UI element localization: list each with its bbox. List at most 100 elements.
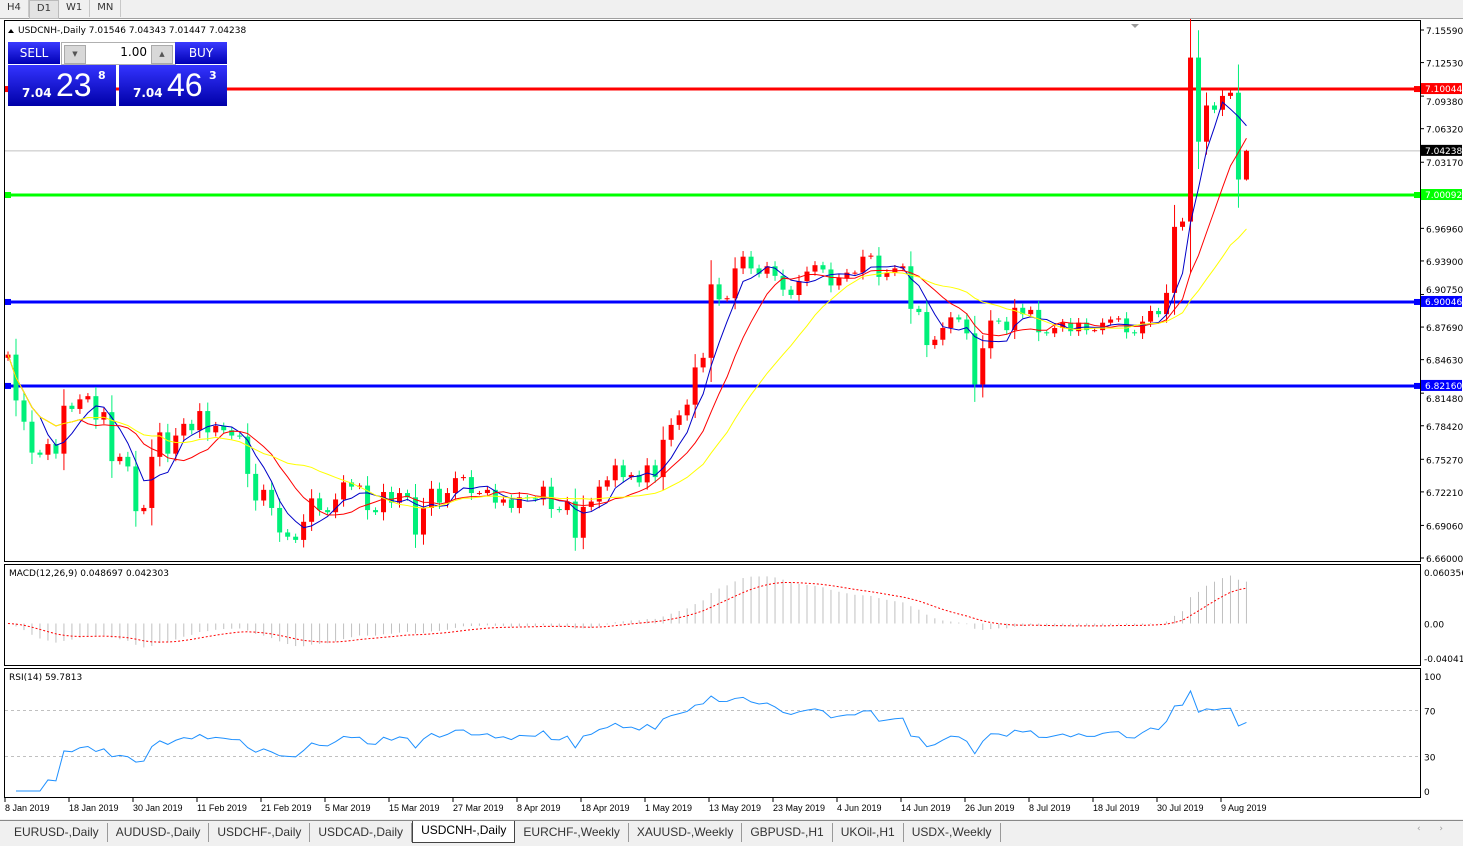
candle-bullish[interactable] [1148,310,1154,322]
candle-bullish[interactable] [660,439,666,478]
candle-bullish[interactable] [1204,105,1209,142]
candle-bearish[interactable] [972,333,978,385]
candle-bearish[interactable] [37,452,43,455]
timeframe-w1[interactable]: W1 [59,0,91,17]
candle-bullish[interactable] [580,506,586,538]
candle-bearish[interactable] [916,308,922,313]
line-handle-left[interactable] [5,382,11,389]
candle-bullish[interactable] [1108,319,1114,323]
candle-bullish[interactable] [341,482,347,500]
candle-bearish[interactable] [405,493,410,498]
candle-bullish[interactable] [484,489,490,494]
candle-bearish[interactable] [29,421,35,453]
candle-bearish[interactable] [205,411,211,433]
timeframe-mn[interactable]: MN [90,0,122,17]
candle-bearish[interactable] [21,400,27,422]
candle-bullish[interactable] [764,266,770,274]
line-handle-left[interactable] [5,192,11,199]
candle-bullish[interactable] [173,435,179,454]
candle-bearish[interactable] [508,499,514,508]
candle-bearish[interactable] [325,510,331,513]
candle-bullish[interactable] [45,444,51,455]
candle-bearish[interactable] [436,488,442,503]
candle-bullish[interactable] [932,339,938,346]
candle-bullish[interactable] [1227,92,1233,96]
candle-bullish[interactable] [261,489,267,501]
candle-bullish[interactable] [588,501,594,507]
candle-bearish[interactable] [636,474,642,483]
candle-bullish[interactable] [980,348,986,385]
symbol-tab[interactable]: XAUUSD-,Weekly [629,823,743,842]
candle-bullish[interactable] [796,281,802,296]
candle-bearish[interactable] [125,456,131,467]
candle-bearish[interactable] [780,275,786,290]
candle-bearish[interactable] [349,482,355,487]
candle-bullish[interactable] [676,415,682,425]
line-handle-right[interactable] [1414,192,1420,199]
candle-bearish[interactable] [69,405,75,409]
candle-bullish[interactable] [309,498,315,522]
candle-bearish[interactable] [285,532,291,537]
candle-bullish[interactable] [804,271,810,282]
candle-bearish[interactable] [293,536,299,540]
candle-bullish[interactable] [540,486,546,500]
candle-bullish[interactable] [628,474,634,478]
lot-size-input[interactable]: 1.00 [120,45,147,59]
candle-bearish[interactable] [189,423,195,431]
candle-bearish[interactable] [1156,310,1162,315]
candle-bearish[interactable] [373,510,379,513]
buy-price[interactable]: 7.04 46 3 [119,65,227,106]
candle-bullish[interactable] [940,328,946,340]
candle-bullish[interactable] [596,486,602,502]
candle-bearish[interactable] [908,266,914,309]
candle-bearish[interactable] [53,444,59,454]
candle-bullish[interactable] [444,493,450,503]
decrease-lots-icon[interactable]: ▼ [64,45,86,64]
candle-bearish[interactable] [532,498,538,500]
candle-bullish[interactable] [564,501,570,511]
candle-bullish[interactable] [117,456,123,462]
candle-bearish[interactable] [1044,332,1050,334]
candle-bearish[interactable] [109,412,115,462]
candle-bearish[interactable] [556,509,562,511]
candle-bullish[interactable] [708,284,714,358]
line-handle-right[interactable] [1414,382,1420,389]
candle-bearish[interactable] [1211,105,1217,110]
candle-bullish[interactable] [724,298,730,300]
chart-shift-marker-icon[interactable] [1131,24,1139,28]
candle-bullish[interactable] [197,411,203,431]
candle-bearish[interactable] [229,430,235,436]
candle-bearish[interactable] [756,268,762,274]
candle-bearish[interactable] [277,507,283,533]
candle-bullish[interactable] [149,456,155,508]
candle-bearish[interactable] [748,256,754,269]
collapse-triangle-icon[interactable] [8,29,14,33]
candle-bullish[interactable] [612,465,618,481]
symbol-tab[interactable]: GBPUSD-,H1 [742,823,833,842]
chart-window[interactable]: 7.15590 7.12530 7.09380 7.06320 7.03170 6.969… [0,19,1463,819]
candle-bullish[interactable] [948,317,954,329]
candle-bullish[interactable] [1116,318,1122,320]
candle-bearish[interactable] [269,489,275,508]
candle-bearish[interactable] [237,435,243,437]
candle-bearish[interactable] [820,265,826,270]
candle-bullish[interactable] [1164,292,1170,315]
candle-bullish[interactable] [5,354,11,358]
candle-bullish[interactable] [301,521,307,540]
candle-bearish[interactable] [165,432,171,454]
candle-bearish[interactable] [876,255,882,277]
candle-bearish[interactable] [1196,57,1202,142]
candle-bullish[interactable] [900,266,906,269]
symbol-tab[interactable]: USDCNH-,Daily [412,821,516,843]
candle-bearish[interactable] [468,477,474,494]
candle-bearish[interactable] [620,465,626,478]
increase-lots-icon[interactable]: ▲ [151,45,173,64]
lot-size-stepper[interactable]: ▼ 1.00 ▲ [61,42,176,65]
candle-bullish[interactable] [1092,330,1098,332]
symbol-tab[interactable]: EURCHF-,Weekly [515,823,629,842]
symbol-tab[interactable]: AUDUSD-,Daily [108,823,210,842]
candle-bullish[interactable] [1180,221,1186,227]
candle-bearish[interactable] [133,466,139,512]
candle-bullish[interactable] [684,404,690,416]
candle-bullish[interactable] [1052,328,1058,334]
